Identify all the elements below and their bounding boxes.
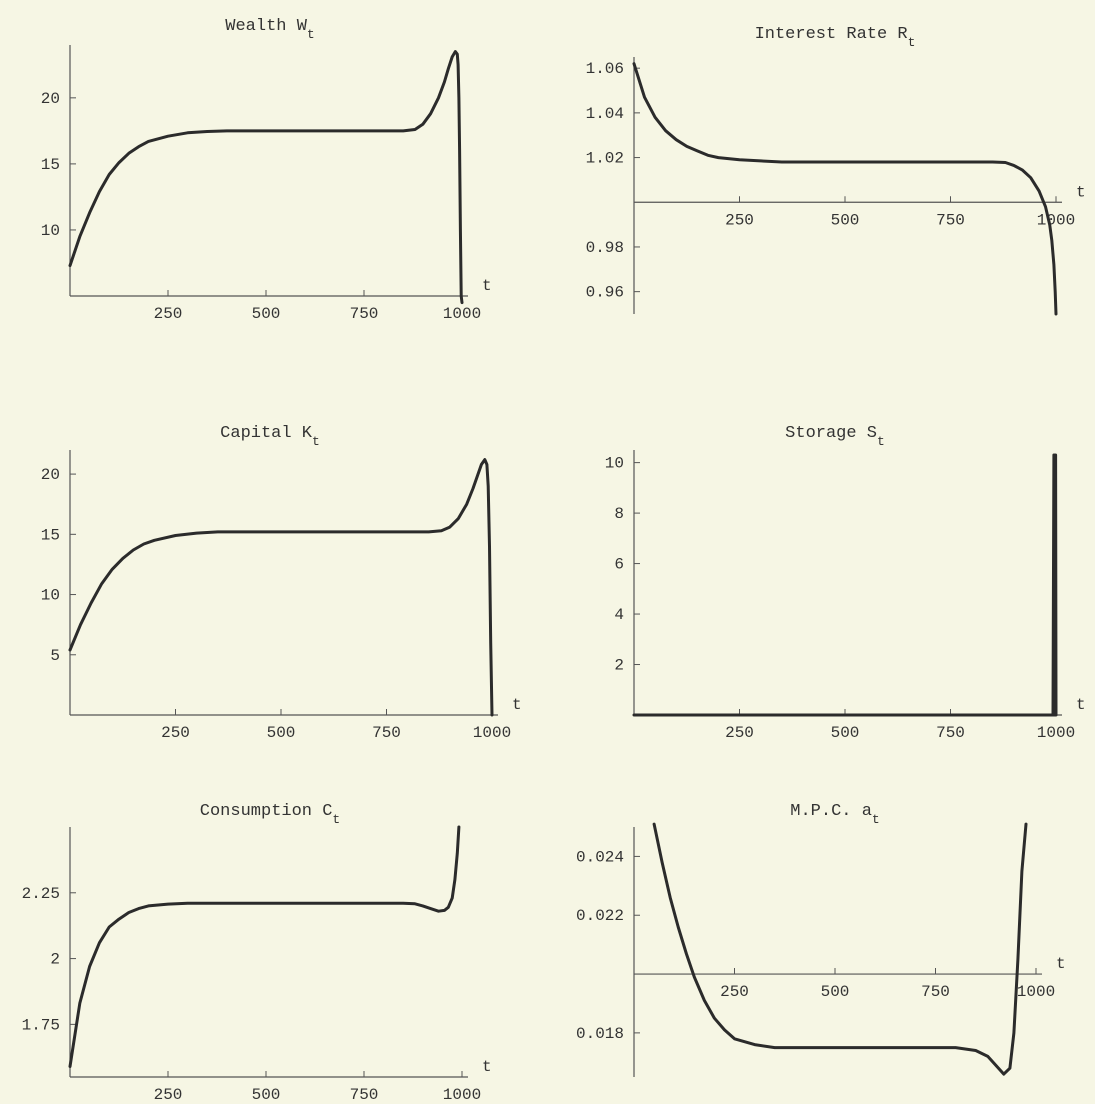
chart-panel-6: M.P.C. at t 250 500 750 1000 0.018 0.022 0.024 <box>576 802 1066 1077</box>
series-line-1 <box>652 822 1028 1076</box>
chart-panel-2: Interest Rate Rt t 250 500 750 1000 0.96 0.98 1.… <box>586 25 1086 316</box>
series-line-1 <box>632 453 1058 717</box>
y-tick-label: 2 <box>50 951 60 969</box>
x-tick-label: 250 <box>725 724 754 742</box>
series-line-1 <box>632 62 1058 316</box>
chart-panel-5: Consumption Ct t 250 500 750 1000 1.75 2 2.25 <box>22 802 492 1104</box>
y-tick-label: 6 <box>614 556 624 574</box>
y-tick-label: 0.98 <box>586 239 624 257</box>
x-tick-label: 500 <box>831 211 860 229</box>
x-tick-label: 250 <box>725 211 754 229</box>
y-tick-label: 1.02 <box>586 150 624 168</box>
y-tick-label: 1.06 <box>586 60 624 78</box>
x-tick-label: 1000 <box>443 1086 481 1104</box>
x-tick-label: 250 <box>161 724 190 742</box>
chart-title: Interest Rate Rt <box>755 25 916 50</box>
chart-panel-1: Wealth Wt t 250 500 750 1000 10 15 20 <box>41 17 492 323</box>
x-axis-label: t <box>1076 696 1086 714</box>
chart-panel-3: Capital Kt t 250 500 750 1000 5 10 15 20 <box>41 424 522 742</box>
x-tick-label: 750 <box>350 305 379 323</box>
y-tick-label: 20 <box>41 90 60 108</box>
y-tick-label: 0.018 <box>576 1025 624 1043</box>
x-axis-label: t <box>512 696 522 714</box>
chart-panel-4: Storage St t 250 500 750 1000 2 4 6 8 10 <box>605 424 1086 742</box>
x-tick-label: 1000 <box>1037 211 1075 229</box>
chart-title: M.P.C. at <box>790 802 879 827</box>
x-tick-label: 750 <box>350 1086 379 1104</box>
y-tick-label: 1.04 <box>586 105 624 123</box>
x-tick-label: 250 <box>154 305 183 323</box>
x-tick-label: 1000 <box>1037 724 1075 742</box>
chart-title: Consumption Ct <box>200 802 340 827</box>
x-tick-label: 750 <box>936 211 965 229</box>
series-line-1 <box>68 825 461 1068</box>
y-tick-label: 8 <box>614 505 624 523</box>
y-tick-label: 0.024 <box>576 848 624 866</box>
y-tick-label: 5 <box>50 647 60 665</box>
x-axis-label: t <box>1056 955 1066 973</box>
y-tick-label: 20 <box>41 466 60 484</box>
x-tick-label: 500 <box>831 724 860 742</box>
y-tick-label: 2 <box>614 657 624 675</box>
x-tick-label: 500 <box>821 983 850 1001</box>
y-tick-label: 0.96 <box>586 284 624 302</box>
x-tick-label: 1000 <box>443 305 481 323</box>
x-tick-label: 750 <box>921 983 950 1001</box>
y-tick-label: 2.25 <box>22 885 60 903</box>
y-tick-label: 15 <box>41 156 60 174</box>
chart-title: Capital Kt <box>220 424 320 449</box>
x-tick-label: 750 <box>372 724 401 742</box>
y-tick-label: 0.022 <box>576 907 624 925</box>
x-axis-label: t <box>482 277 492 295</box>
x-tick-label: 750 <box>936 724 965 742</box>
y-tick-label: 10 <box>41 587 60 605</box>
y-tick-label: 1.75 <box>22 1016 60 1034</box>
x-tick-label: 500 <box>252 305 281 323</box>
x-axis-label: t <box>482 1058 492 1076</box>
y-tick-label: 10 <box>605 455 624 473</box>
x-axis-label: t <box>1076 183 1086 201</box>
y-tick-label: 15 <box>41 526 60 544</box>
x-tick-label: 250 <box>154 1086 183 1104</box>
chart-title: Wealth Wt <box>225 17 314 42</box>
series-line-1 <box>68 50 464 305</box>
x-tick-label: 1000 <box>473 724 511 742</box>
chart-title: Storage St <box>785 424 885 449</box>
x-tick-label: 250 <box>720 983 749 1001</box>
series-line-1 <box>68 458 494 717</box>
y-tick-label: 10 <box>41 222 60 240</box>
x-tick-label: 500 <box>252 1086 281 1104</box>
x-tick-label: 500 <box>267 724 296 742</box>
x-tick-label: 1000 <box>1017 983 1055 1001</box>
y-tick-label: 4 <box>614 606 624 624</box>
